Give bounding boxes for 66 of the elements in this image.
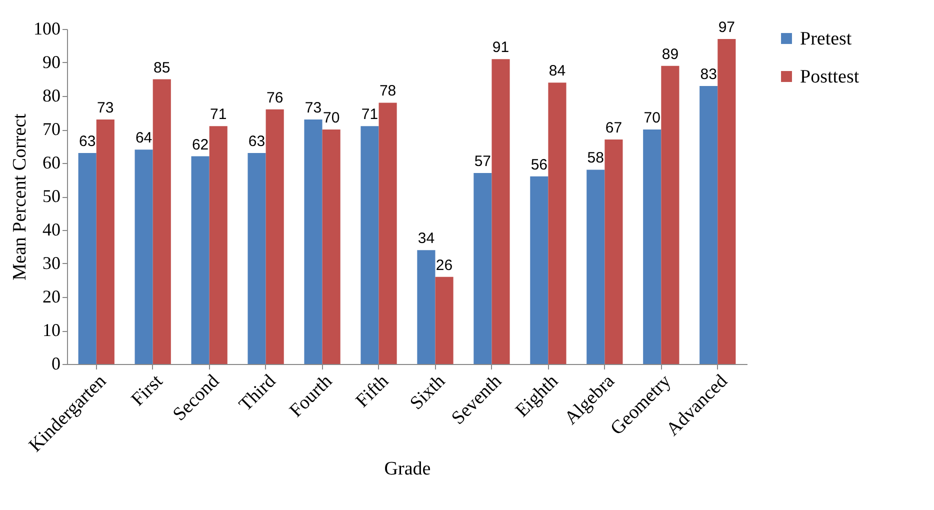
x-tick-label: First — [127, 370, 168, 410]
y-tick-label: 100 — [34, 18, 60, 38]
bar — [700, 86, 718, 364]
bar — [718, 39, 736, 364]
legend-label: Pretest — [800, 28, 852, 50]
bar — [248, 152, 266, 364]
data-label: 71 — [210, 106, 227, 124]
bar — [191, 156, 210, 364]
bar — [152, 79, 171, 364]
bar — [96, 119, 114, 364]
data-label: 62 — [192, 136, 209, 154]
data-label: 71 — [361, 106, 378, 124]
y-tick-label: 20 — [42, 286, 60, 306]
y-tick-label: 90 — [42, 52, 60, 72]
data-label: 34 — [418, 230, 435, 248]
bar — [304, 119, 322, 364]
bar — [378, 102, 397, 364]
bar — [604, 140, 623, 364]
bar — [435, 276, 454, 364]
bar — [134, 150, 153, 364]
x-tick-label: Fifth — [352, 370, 394, 412]
data-label: 26 — [436, 256, 453, 274]
data-label: 70 — [322, 110, 340, 126]
bar — [360, 126, 379, 364]
bar — [78, 152, 96, 364]
data-label: 70 — [644, 110, 660, 126]
data-label: 63 — [78, 132, 96, 150]
y-tick-label: 40 — [42, 220, 60, 240]
data-label: 91 — [492, 39, 510, 56]
data-label: 57 — [474, 153, 492, 170]
data-label: 73 — [97, 99, 114, 116]
bar — [530, 176, 548, 364]
x-axis-title: Grade — [384, 458, 431, 480]
y-tick-label: 50 — [42, 186, 60, 206]
y-tick-label: 80 — [42, 86, 60, 106]
bar — [417, 250, 436, 364]
data-label: 85 — [154, 59, 170, 76]
bar — [548, 82, 566, 364]
bar — [209, 126, 228, 364]
data-label: 78 — [379, 82, 396, 100]
y-tick-label: 70 — [42, 119, 60, 139]
y-tick-label: 30 — [42, 253, 60, 273]
bar — [322, 130, 340, 364]
data-label: 83 — [700, 66, 717, 83]
data-label: 84 — [548, 62, 566, 80]
data-label: 58 — [587, 150, 604, 167]
y-tick-label: 10 — [42, 320, 60, 340]
y-tick-label: 0 — [52, 354, 60, 374]
y-tick-label: 60 — [42, 152, 60, 172]
bar — [586, 170, 605, 364]
data-label: 64 — [135, 130, 152, 147]
data-label: 67 — [605, 120, 622, 137]
data-label: 89 — [662, 46, 679, 63]
data-label: 76 — [266, 89, 284, 106]
bar — [474, 173, 492, 364]
data-label: 73 — [304, 99, 322, 116]
bar — [643, 130, 662, 364]
bar — [492, 59, 510, 364]
data-label: 56 — [530, 156, 548, 174]
bar — [266, 109, 284, 364]
legend-label: Posttest — [800, 66, 860, 88]
data-label: 97 — [718, 19, 736, 36]
data-label: 63 — [248, 132, 266, 150]
y-axis-title: Mean Percent Correct — [10, 112, 30, 280]
x-tick-label: Sixth — [406, 370, 450, 414]
bar — [661, 66, 680, 364]
